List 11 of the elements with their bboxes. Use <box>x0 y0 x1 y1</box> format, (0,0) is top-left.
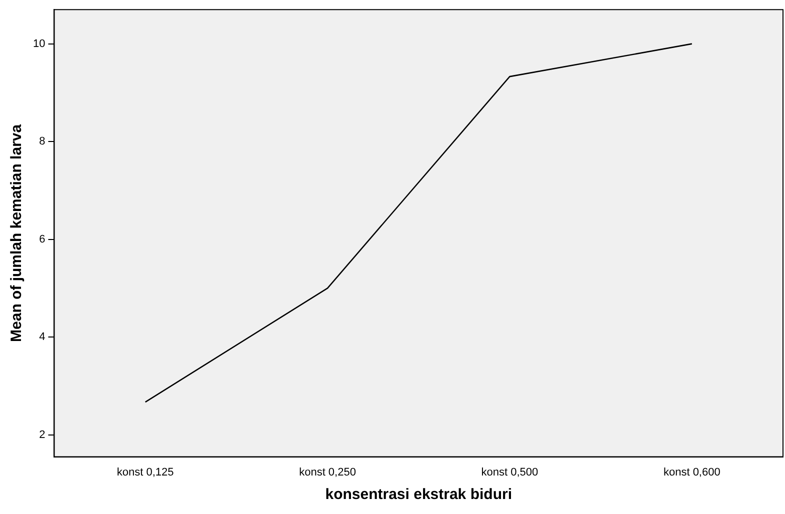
x-tick-label: konst 0,250 <box>299 466 356 478</box>
y-tick-label: 8 <box>39 136 46 148</box>
y-tick-label: 2 <box>39 428 46 441</box>
y-tick-label: 10 <box>32 38 46 50</box>
y-tick-label: 4 <box>39 331 46 344</box>
y-tick-label: 6 <box>39 233 46 246</box>
x-tick-label: konst 0,500 <box>481 466 538 478</box>
x-tick-label: konst 0,125 <box>116 466 174 478</box>
y-axis-title: Mean of jumlah kematian larva <box>8 124 26 342</box>
x-tick-label: konst 0,600 <box>663 466 720 478</box>
x-axis-title: konsentrasi ekstrak biduri <box>325 486 512 504</box>
